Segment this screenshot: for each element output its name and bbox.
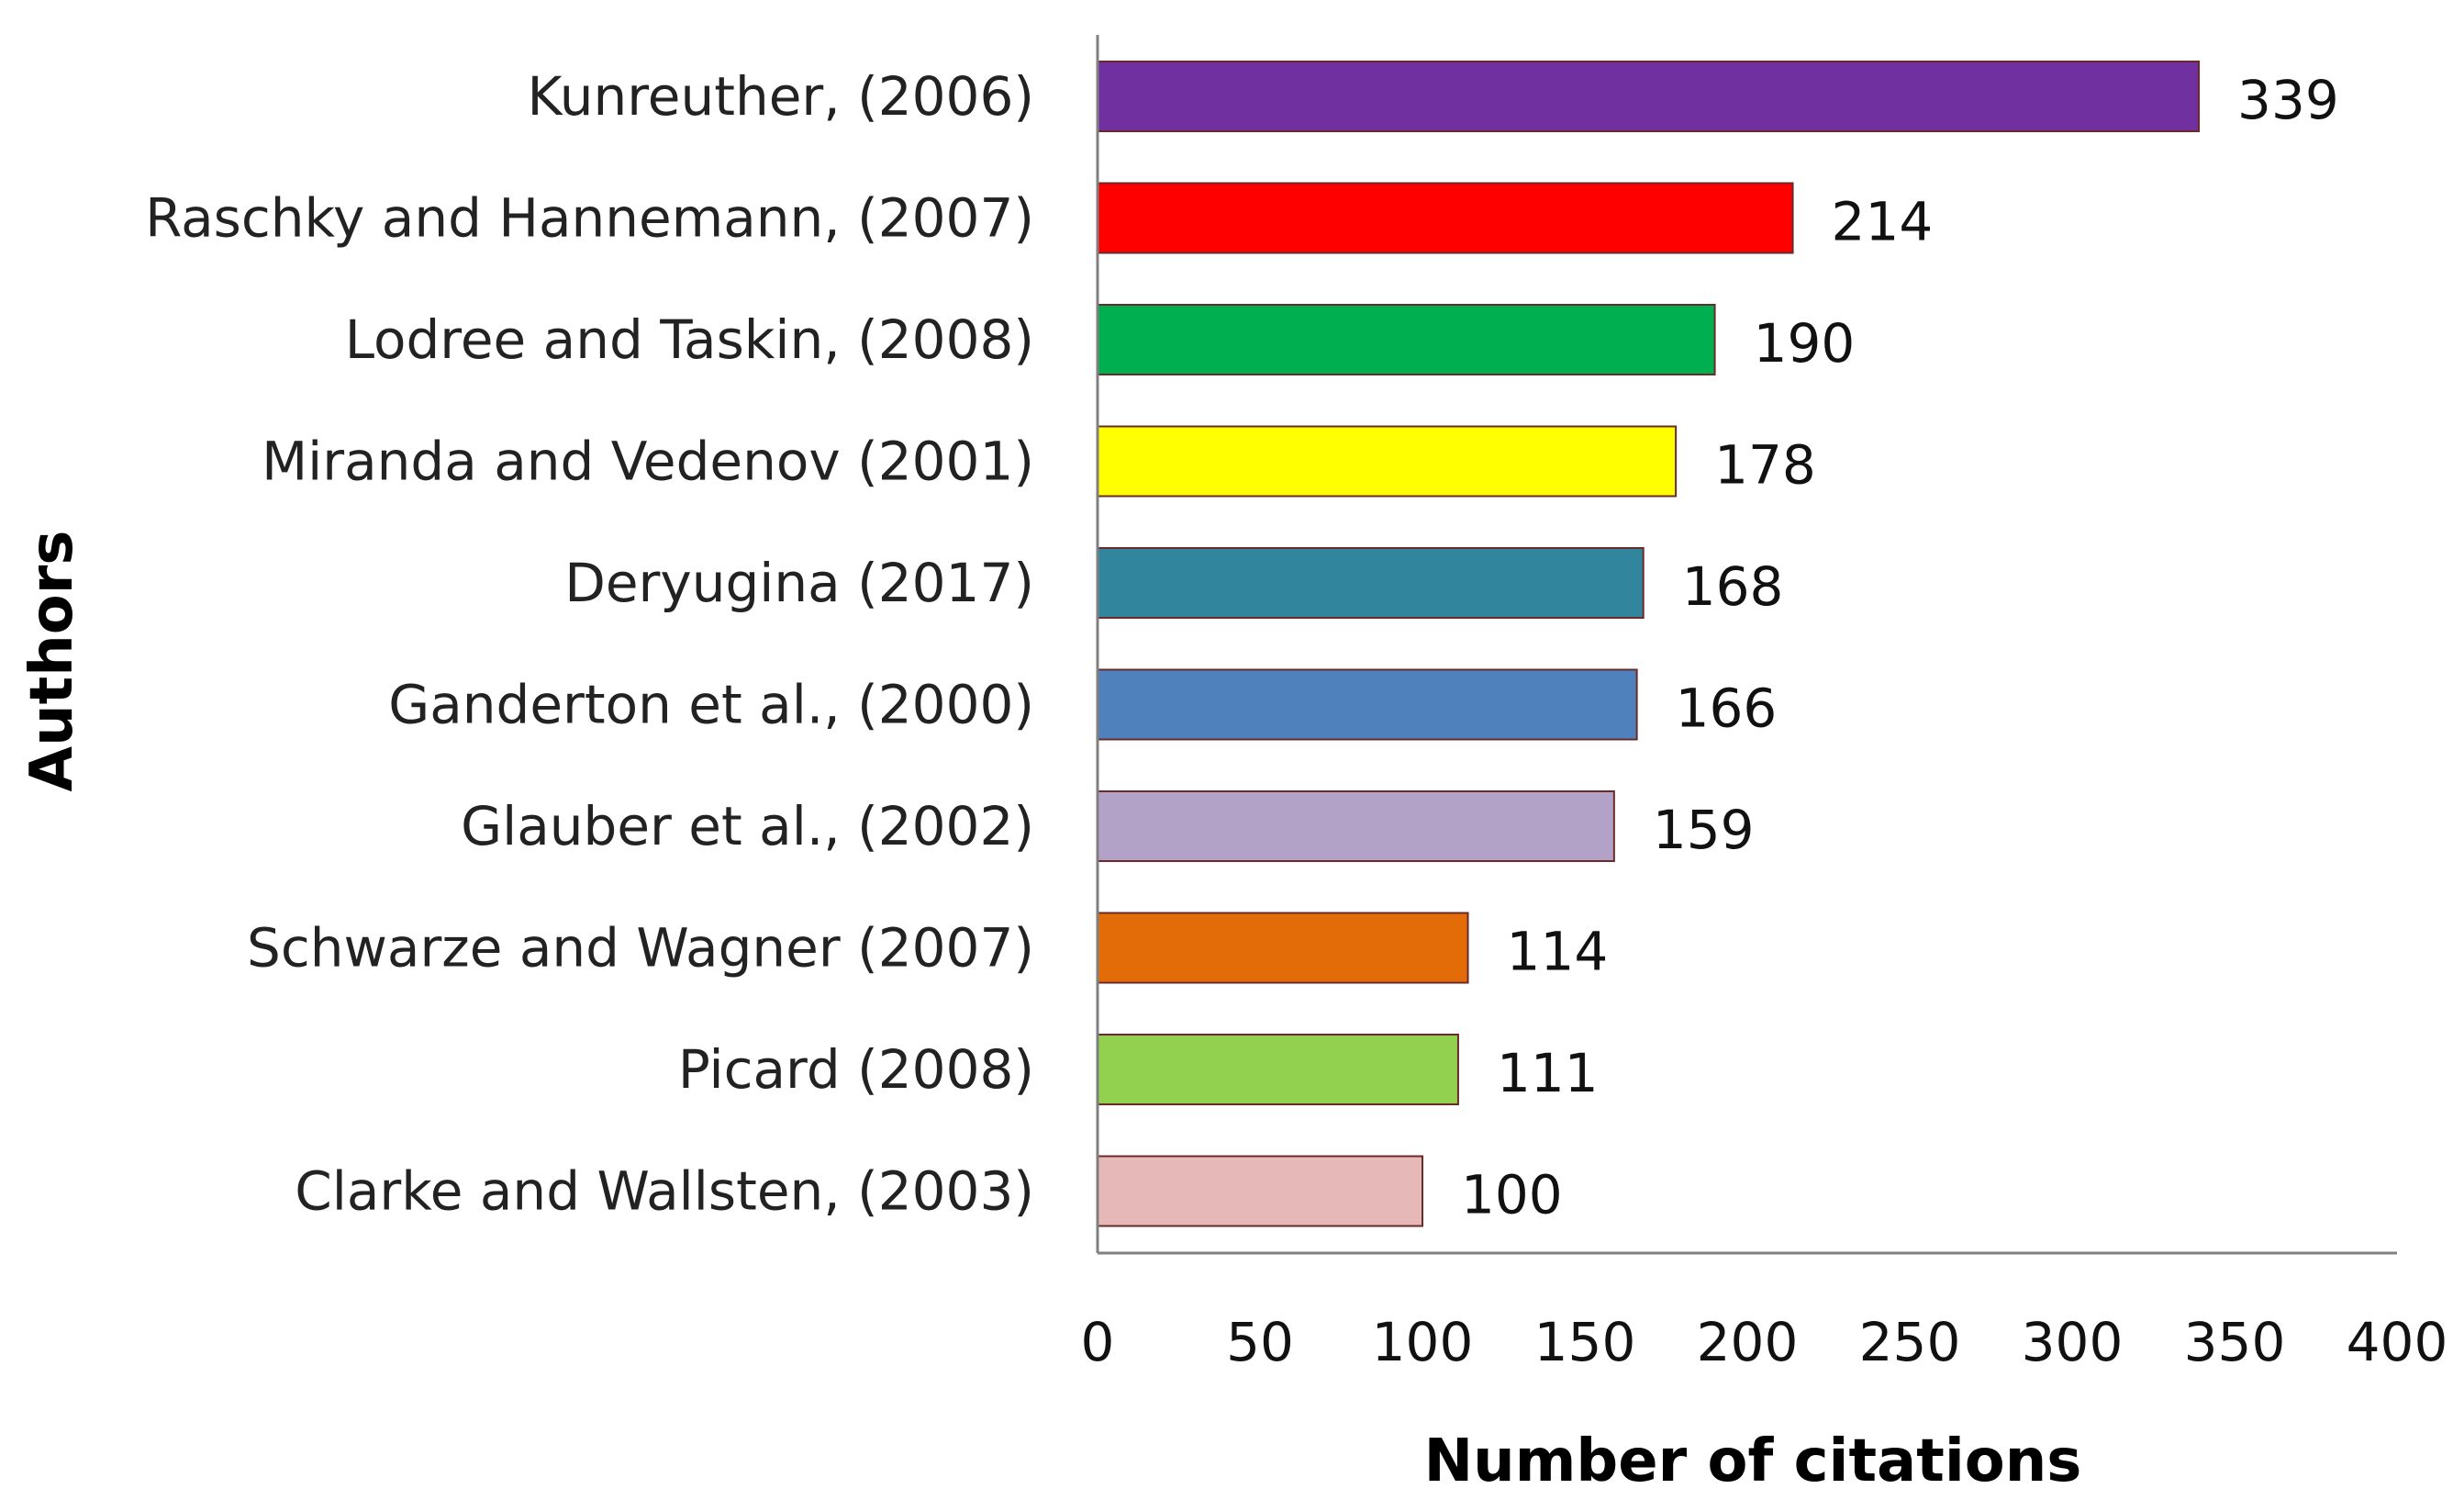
x-tick-label: 350 bbox=[2184, 1311, 2286, 1373]
value-label: 100 bbox=[1461, 1164, 1563, 1226]
x-tick-label: 150 bbox=[1534, 1311, 1636, 1373]
category-label: Picard (2008) bbox=[678, 1038, 1034, 1101]
category-label: Kunreuther, (2006) bbox=[528, 65, 1034, 128]
category-label: Ganderton et al., (2000) bbox=[388, 674, 1034, 736]
value-label: 190 bbox=[1754, 312, 1856, 375]
category-labels: Kunreuther, (2006) Raschky and Hannemann,… bbox=[145, 65, 1034, 1223]
bar-raschky-and-hannemann-2007 bbox=[1097, 182, 1794, 254]
x-tick-label: 250 bbox=[1859, 1311, 1961, 1373]
bar-lodree-and-taskin-2008 bbox=[1097, 304, 1716, 375]
value-label: 114 bbox=[1507, 921, 1609, 983]
category-label: Deryugina (2017) bbox=[564, 552, 1034, 614]
value-label: 214 bbox=[1832, 191, 1934, 253]
bar-clarke-and-wallsten-2003 bbox=[1097, 1155, 1423, 1227]
bar-ganderton-et-al-2000 bbox=[1097, 668, 1638, 741]
bar-glauber-et-al-2002 bbox=[1097, 790, 1615, 862]
category-label: Miranda and Vedenov (2001) bbox=[262, 431, 1034, 493]
value-label: 111 bbox=[1497, 1042, 1599, 1104]
bar-deryugina-2017 bbox=[1097, 547, 1645, 619]
category-label: Clarke and Wallsten, (2003) bbox=[295, 1160, 1034, 1223]
value-label: 168 bbox=[1682, 555, 1784, 618]
bars-layer bbox=[1097, 61, 2201, 1227]
bar-kunreuther-2006 bbox=[1097, 61, 2201, 132]
category-label: Glauber et al., (2002) bbox=[461, 795, 1034, 857]
x-axis-title: Number of citations bbox=[1424, 1427, 2082, 1495]
category-label: Lodree and Taskin, (2008) bbox=[345, 308, 1034, 371]
value-labels: 339 214 190 178 168 166 159 114 111 100 bbox=[1461, 69, 2339, 1226]
category-label: Raschky and Hannemann, (2007) bbox=[145, 187, 1034, 250]
x-tick-label: 0 bbox=[1081, 1311, 1115, 1373]
y-axis-title: Authors bbox=[18, 531, 86, 792]
value-label: 339 bbox=[2237, 69, 2339, 131]
value-label: 178 bbox=[1714, 434, 1816, 497]
bar-picard-2008 bbox=[1097, 1034, 1459, 1105]
x-tick-label: 400 bbox=[2347, 1311, 2448, 1373]
x-tick-label: 200 bbox=[1697, 1311, 1799, 1373]
x-tick-label: 100 bbox=[1372, 1311, 1474, 1373]
axes bbox=[1096, 35, 2397, 1255]
bar-miranda-and-vedenov-2001 bbox=[1097, 425, 1678, 498]
x-tick-labels: 0 50 100 150 200 250 300 350 400 bbox=[1081, 1311, 2448, 1373]
x-tick-label: 50 bbox=[1226, 1311, 1294, 1373]
x-tick-label: 300 bbox=[2022, 1311, 2124, 1373]
value-label: 166 bbox=[1676, 677, 1778, 740]
bar-schwarze-and-wagner-2007 bbox=[1097, 912, 1469, 984]
category-label: Schwarze and Wagner (2007) bbox=[247, 917, 1034, 979]
value-label: 159 bbox=[1653, 799, 1755, 861]
